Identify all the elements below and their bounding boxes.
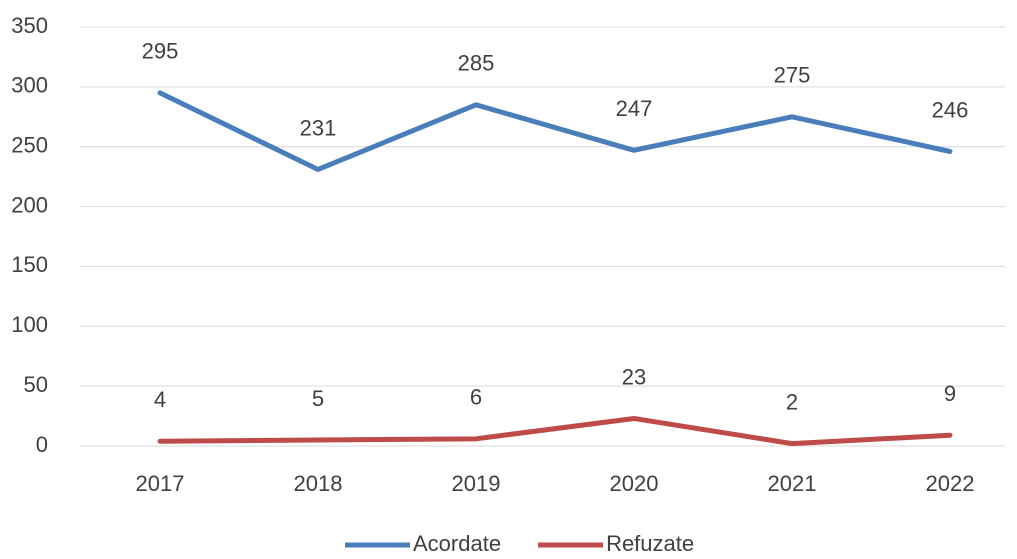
y-tick-label: 250 bbox=[11, 133, 48, 158]
data-label: 231 bbox=[300, 115, 337, 140]
data-label: 275 bbox=[774, 63, 811, 88]
data-label: 247 bbox=[616, 96, 653, 121]
data-label: 6 bbox=[470, 385, 482, 410]
y-tick-label: 100 bbox=[11, 312, 48, 337]
y-tick-label: 350 bbox=[11, 13, 48, 38]
data-label: 2 bbox=[786, 389, 798, 414]
y-tick-label: 200 bbox=[11, 192, 48, 217]
data-label: 295 bbox=[142, 39, 179, 64]
legend-label: Refuzate bbox=[606, 531, 694, 556]
y-tick-label: 0 bbox=[36, 432, 48, 457]
x-tick-label: 2019 bbox=[452, 471, 501, 496]
x-tick-label: 2021 bbox=[768, 471, 817, 496]
series-line bbox=[157, 90, 953, 172]
data-label: 4 bbox=[154, 387, 166, 412]
data-label: 23 bbox=[622, 364, 646, 389]
legend-label: Acordate bbox=[413, 531, 501, 556]
x-tick-label: 2018 bbox=[294, 471, 343, 496]
series-line bbox=[157, 415, 953, 447]
data-label: 5 bbox=[312, 386, 324, 411]
x-tick-label: 2020 bbox=[610, 471, 659, 496]
y-tick-label: 300 bbox=[11, 73, 48, 98]
data-label: 285 bbox=[458, 51, 495, 76]
data-label: 9 bbox=[944, 381, 956, 406]
x-tick-label: 2022 bbox=[926, 471, 975, 496]
x-tick-label: 2017 bbox=[136, 471, 185, 496]
y-tick-label: 50 bbox=[24, 372, 48, 397]
data-label: 246 bbox=[932, 97, 969, 122]
y-tick-label: 150 bbox=[11, 252, 48, 277]
